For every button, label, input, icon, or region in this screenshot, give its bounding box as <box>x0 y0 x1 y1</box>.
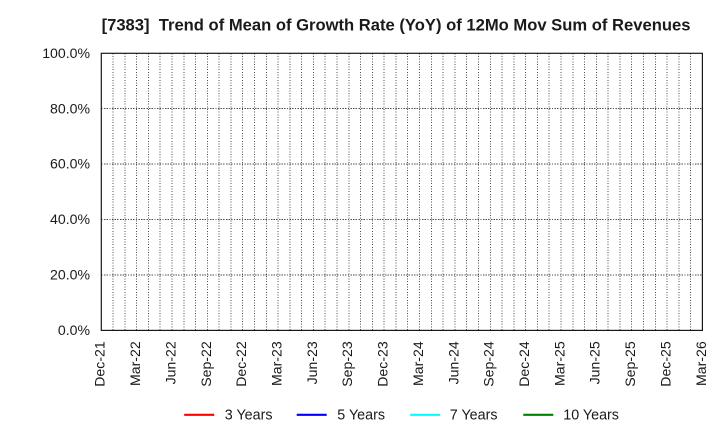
svg-text:Dec-25: Dec-25 <box>657 341 673 387</box>
svg-text:80.0%: 80.0% <box>50 100 90 116</box>
svg-text:Dec-22: Dec-22 <box>233 341 249 387</box>
svg-text:Sep-23: Sep-23 <box>339 341 355 387</box>
svg-text:Dec-23: Dec-23 <box>375 341 391 387</box>
svg-text:5 Years: 5 Years <box>337 408 385 424</box>
svg-text:Mar-22: Mar-22 <box>127 341 143 386</box>
svg-text:Sep-22: Sep-22 <box>198 341 214 387</box>
svg-text:Sep-25: Sep-25 <box>622 341 638 387</box>
svg-text:3 Years: 3 Years <box>225 408 273 424</box>
svg-text:100.0%: 100.0% <box>42 45 90 61</box>
svg-text:Jun-23: Jun-23 <box>304 341 320 384</box>
svg-text:40.0%: 40.0% <box>50 211 90 227</box>
svg-text:Mar-25: Mar-25 <box>551 341 567 386</box>
svg-text:Jun-25: Jun-25 <box>587 341 603 384</box>
svg-text:10 Years: 10 Years <box>563 408 619 424</box>
svg-text:60.0%: 60.0% <box>50 156 90 172</box>
svg-text:7 Years: 7 Years <box>450 408 498 424</box>
svg-text:[7383] Trend of Mean of Growt: [7383] Trend of Mean of Growth Rate (YoY… <box>102 16 691 35</box>
svg-text:0.0%: 0.0% <box>58 322 91 338</box>
svg-text:Sep-24: Sep-24 <box>481 341 497 387</box>
svg-text:Mar-24: Mar-24 <box>410 341 426 386</box>
svg-text:20.0%: 20.0% <box>50 267 90 283</box>
svg-text:Dec-21: Dec-21 <box>92 341 108 387</box>
svg-text:Mar-23: Mar-23 <box>268 341 284 386</box>
svg-text:Jun-24: Jun-24 <box>445 341 461 384</box>
svg-text:Dec-24: Dec-24 <box>516 341 532 387</box>
svg-text:Mar-26: Mar-26 <box>693 341 709 386</box>
svg-text:Jun-22: Jun-22 <box>162 341 178 384</box>
